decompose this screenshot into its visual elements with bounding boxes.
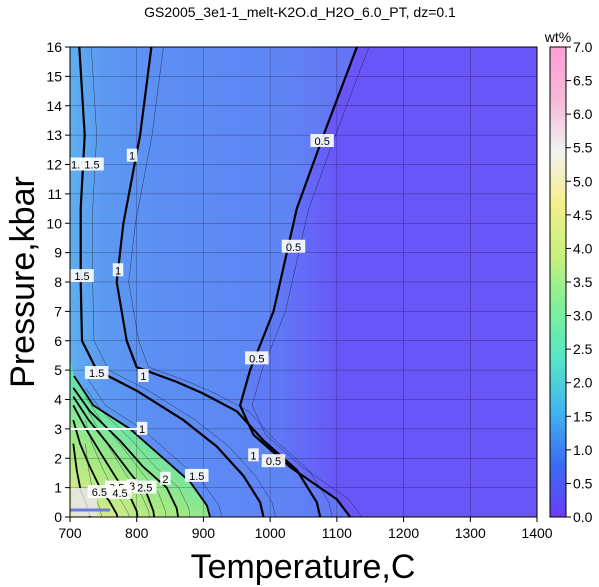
x-tick-label: 1200 <box>388 525 419 541</box>
contour-label-box <box>245 351 269 365</box>
contour-minor-line <box>251 47 370 517</box>
contour-label-box <box>108 485 132 499</box>
contour-label: 1 <box>250 450 256 462</box>
y-axis-title: Pressure,kbar <box>4 176 42 388</box>
contour-label-box <box>87 485 112 499</box>
contour-label: 1 <box>139 424 145 436</box>
contour-label: 6.5 <box>92 487 107 499</box>
colorbar-tick-label: 2.5 <box>573 341 593 357</box>
y-tick-label: 3 <box>54 421 62 437</box>
y-tick-label: 16 <box>46 39 62 55</box>
colorbar-tick-label: 1.0 <box>573 442 593 458</box>
grid-lines <box>70 47 537 517</box>
colorbar-tick-label: 3.0 <box>573 308 593 324</box>
contour-labels: 0.50.50.50.5111111.51.51.51.51.522.533.5… <box>70 134 334 500</box>
contour-label-box <box>261 454 286 468</box>
contour-label: 1 <box>129 151 135 163</box>
contour-label-box <box>185 468 209 482</box>
contour-label: 4.5 <box>112 488 127 500</box>
x-tick-label: 800 <box>125 525 149 541</box>
contour-label: 1 <box>115 265 121 277</box>
y-tick-label: 14 <box>46 98 62 114</box>
colorbar-tick-label: 4.5 <box>573 207 593 223</box>
contour-label: 1.5 <box>189 471 204 483</box>
y-tick-label: 4 <box>54 392 62 408</box>
contour-minor-line <box>85 396 167 517</box>
contour-line <box>78 47 265 517</box>
colorbar-tick-label: 7.0 <box>573 39 593 55</box>
colorbar-tick-label: 2.0 <box>573 375 593 391</box>
y-tick-label: 1 <box>54 480 62 496</box>
y-tick-label: 2 <box>54 450 62 466</box>
y-tick-label: 0 <box>54 509 62 525</box>
contour-line <box>72 396 155 517</box>
chart-title: GS2005_3e1-1_melt-K2O.d_H2O_6.0_PT, dz=0… <box>144 4 456 20</box>
hot-region <box>70 358 211 517</box>
y-tick-label: 11 <box>47 186 62 202</box>
x-tick-label: 700 <box>58 525 82 541</box>
y-tick-label: 12 <box>46 157 62 173</box>
contour-minor-line <box>91 47 276 517</box>
contour-label-box <box>160 471 171 485</box>
colorbar-tick-label: 3.5 <box>573 274 593 290</box>
x-tick-label: 1100 <box>322 525 352 541</box>
contour-label: 1.5 <box>74 271 89 283</box>
colorbar: wt% 0.0 0.5 1.0 1.5 2.0 2.5 3.0 3.5 4.0 4.5 5.0 5.5… <box>544 29 593 525</box>
x-tick-label: 900 <box>192 525 216 541</box>
x-tick-label: 1300 <box>455 525 486 541</box>
contour-label-box <box>310 134 334 147</box>
contour-line <box>72 387 179 517</box>
contour-label: 0.5 <box>286 242 301 254</box>
contour-line <box>239 47 358 517</box>
contour-label: 1.5 <box>84 160 99 172</box>
y-tick-label: 13 <box>46 127 62 143</box>
x-tick-label: 1000 <box>255 525 286 541</box>
contour-label-box <box>126 148 138 162</box>
colorbar-tick-label: 5.0 <box>573 173 593 189</box>
contour-label: 1.5 <box>89 368 104 380</box>
colorbar-swatch <box>549 46 567 518</box>
y-tick-label: 6 <box>54 333 62 349</box>
colorbar-tick-label: 4.0 <box>573 240 593 256</box>
contour-label-box <box>281 239 306 253</box>
contour-label-box <box>112 263 124 277</box>
contour-label: 0.5 <box>315 136 330 148</box>
x-axis-ticks: 700 800 900 1000 1100 1200 1300 1400 <box>58 517 553 541</box>
contour-label-box <box>126 479 138 493</box>
y-tick-label: 10 <box>46 215 62 231</box>
contour-minor-line <box>85 387 191 517</box>
colorbar-ticks: 0.0 0.5 1.0 1.5 2.0 2.5 3.0 3.5 4.0 4.5 5.0 5.5 6.0 6… <box>566 39 593 525</box>
contour-label-box <box>132 480 157 494</box>
colorbar-tick-label: 1.5 <box>573 408 593 424</box>
contour-label: 2.5 <box>137 483 152 495</box>
x-tick-label: 1400 <box>521 525 552 541</box>
contour-label: 2 <box>162 474 168 486</box>
contour-label-box <box>136 421 148 435</box>
contour-label: 1 <box>140 371 146 383</box>
contour-label: 3 <box>129 481 135 493</box>
y-tick-label: 5 <box>54 362 62 378</box>
contour-label-box <box>80 157 104 171</box>
contour-label: 0.5 <box>266 456 281 468</box>
y-tick-label: 7 <box>54 303 62 319</box>
colorbar-tick-label: 6.5 <box>573 73 593 89</box>
y-tick-label: 8 <box>54 274 62 290</box>
colorbar-tick-label: 0.0 <box>573 509 593 525</box>
contour-label: 0.5 <box>249 353 264 365</box>
colorbar-tick-label: 6.0 <box>573 106 593 122</box>
contour-label-box <box>70 269 94 283</box>
y-tick-label: 9 <box>54 245 62 261</box>
contour-label-box <box>84 366 109 380</box>
y-tick-label: 15 <box>46 68 62 84</box>
x-axis-title: Temperature,C <box>191 548 416 586</box>
contour-label-box <box>248 448 259 462</box>
colorbar-label: wt% <box>544 29 571 45</box>
contour-label-box <box>138 369 149 382</box>
colorbar-tick-label: 5.5 <box>573 140 593 156</box>
plot-area: 0.50.50.50.5111111.51.51.51.51.522.533.5… <box>70 47 537 517</box>
colorbar-tick-label: 0.5 <box>573 475 593 491</box>
